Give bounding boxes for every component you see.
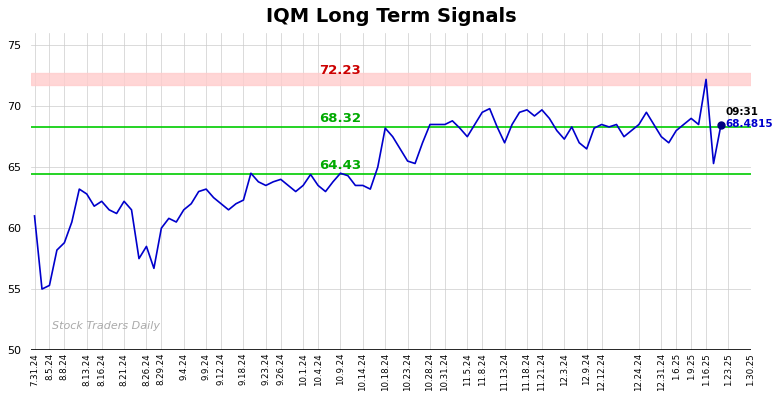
Text: 68.4815: 68.4815 (725, 119, 773, 129)
Text: 72.23: 72.23 (320, 64, 361, 77)
Bar (31, 73, 751, 85)
Text: 64.43: 64.43 (319, 159, 361, 172)
Text: 09:31: 09:31 (725, 107, 758, 117)
Text: 68.32: 68.32 (319, 112, 361, 125)
Title: IQM Long Term Signals: IQM Long Term Signals (266, 7, 516, 26)
Text: Stock Traders Daily: Stock Traders Daily (53, 321, 161, 331)
